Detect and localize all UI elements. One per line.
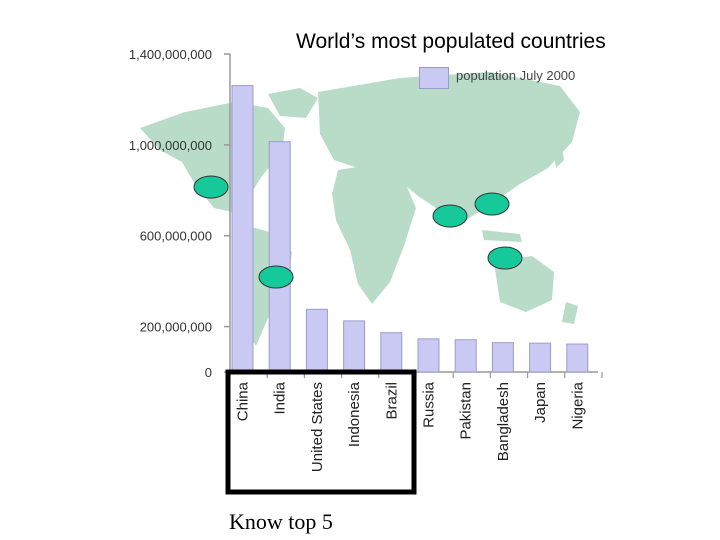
bar-series: [231, 85, 589, 373]
continent-europe-asia: [318, 72, 580, 220]
bar-brazil: [380, 332, 403, 373]
y-tick-label: 0: [205, 365, 212, 380]
island-new-zealand: [562, 302, 578, 324]
marker-india: [432, 204, 468, 228]
x-tick-label: China: [235, 381, 252, 421]
x-tick-label: Pakistan: [458, 382, 475, 440]
marker-indonesia: [487, 246, 523, 270]
continent-africa: [332, 164, 416, 304]
bar-nigeria: [566, 343, 589, 373]
world-map-background: [140, 72, 580, 346]
continent-greenland: [268, 88, 318, 118]
bar-china: [231, 85, 254, 373]
x-tick-label: Russia: [421, 381, 438, 428]
bar-india: [268, 141, 291, 373]
x-tick-label: Japan: [532, 382, 549, 423]
island-japan: [552, 138, 564, 168]
x-tick-label: Bangladesh: [495, 382, 512, 461]
chart-title: World’s most populated countries: [296, 30, 606, 53]
x-tick-label: India: [272, 381, 289, 414]
y-tick-label: 1,400,000,000: [129, 47, 212, 62]
bar-bangladesh: [491, 342, 514, 373]
country-markers: [193, 175, 523, 289]
bar-pakistan: [454, 339, 477, 373]
bar-indonesia: [343, 320, 366, 373]
x-tick-label: Indonesia: [346, 381, 363, 447]
top-five-highlight-box: [225, 369, 417, 495]
x-tick-label: Nigeria: [569, 381, 586, 429]
island-indonesia: [482, 230, 522, 242]
bar-united-states: [305, 308, 328, 373]
marker-brazil: [258, 265, 294, 289]
y-tick-label: 600,000,000: [140, 229, 212, 244]
legend-label: population July 2000: [456, 68, 576, 83]
y-tick-label: 200,000,000: [140, 320, 212, 335]
y-tick-label: 1,000,000,000: [129, 138, 212, 153]
bar-russia: [417, 338, 440, 373]
marker-united-states: [193, 175, 229, 199]
x-tick-label: Brazil: [383, 382, 400, 420]
annotation-know-top-5: Know top 5: [229, 509, 333, 534]
x-tick-labels: China India United States Indonesia Brazil Ru…: [235, 381, 587, 472]
bar-japan: [529, 342, 552, 373]
continent-australia: [494, 256, 554, 312]
legend-swatch: [419, 67, 449, 89]
marker-china: [474, 192, 510, 216]
x-tick-label: United States: [309, 382, 326, 472]
y-tick-labels: 0 200,000,000 600,000,000 1,000,000,000 1,40…: [129, 47, 212, 380]
